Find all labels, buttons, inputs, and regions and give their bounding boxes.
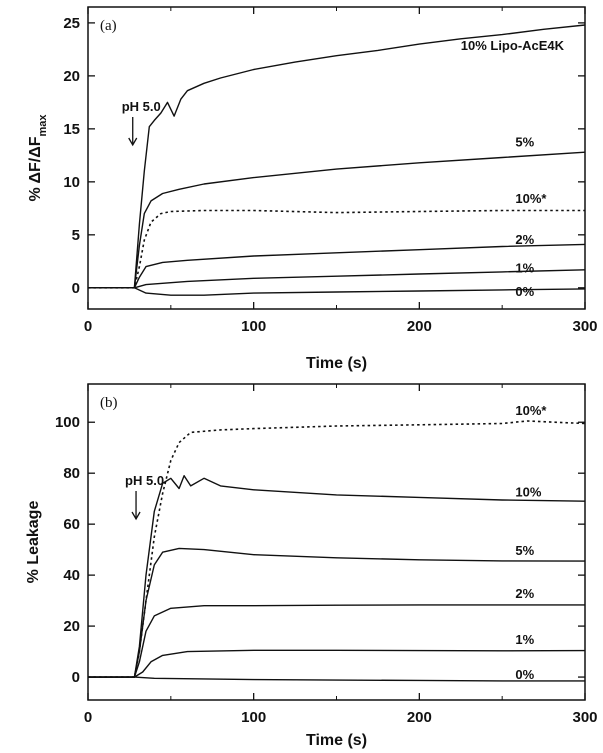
- x-axis-title: Time (s): [306, 732, 367, 749]
- y-tick-label: 0: [72, 669, 80, 686]
- x-tick-label: 0: [84, 318, 92, 335]
- y-axis-title-subscript: max: [37, 114, 49, 137]
- x-tick-label: 0: [84, 709, 92, 726]
- y-axis-title: % ΔF/ΔFmax: [27, 114, 49, 202]
- x-tick-label: 200: [407, 709, 432, 726]
- y-tick-label: 80: [63, 465, 80, 482]
- series-label-4: 1%: [515, 632, 534, 647]
- series-label-4: 1%: [515, 261, 534, 276]
- series-line-0: [88, 420, 586, 678]
- y-tick-label: 15: [63, 121, 80, 138]
- panel-label: (b): [100, 395, 118, 411]
- series-label-2: 5%: [515, 543, 534, 558]
- y-tick-label: 60: [63, 516, 80, 533]
- series-line-5: [88, 676, 585, 682]
- y-axis-title-main: ΔF/ΔF: [27, 136, 44, 183]
- y-axis-title: % Leakage: [25, 501, 42, 584]
- series-label-3: 2%: [515, 232, 534, 247]
- y-axis-title-prefix: %: [27, 183, 44, 201]
- series-line-1: [88, 475, 586, 678]
- x-axis-title: Time (s): [306, 355, 367, 372]
- annotation-label: pH 5.0: [125, 473, 164, 488]
- y-tick-label: 20: [63, 68, 80, 85]
- series-label-0: 10%*: [515, 403, 547, 418]
- series-line-3: [88, 604, 585, 678]
- y-tick-label: 5: [72, 227, 80, 244]
- y-tick-label: 0: [72, 280, 80, 297]
- panel-b: 0 100 200 300 0 20 40 60 80 100 Time (s) % Leakage (…: [25, 383, 598, 749]
- series-line-2: [88, 547, 586, 678]
- series-line-3: [88, 243, 586, 289]
- series-label-1: 5%: [515, 135, 534, 150]
- plot-frame: [87, 383, 586, 701]
- series-label-0: 10% Lipo-AcE4K: [461, 38, 565, 53]
- series-label-2: 10%*: [515, 191, 547, 206]
- annotation-arrow-head: [128, 137, 138, 147]
- x-tick-label: 100: [241, 318, 266, 335]
- annotation-label: pH 5.0: [122, 99, 161, 114]
- series-line-2: [88, 209, 585, 289]
- series-line-1: [88, 151, 586, 289]
- series-label-3: 2%: [515, 586, 534, 601]
- x-tick-label: 100: [241, 709, 266, 726]
- y-tick-label: 100: [55, 414, 80, 431]
- y-tick-label: 25: [63, 15, 80, 32]
- x-tick-label: 300: [572, 709, 597, 726]
- series-line-0: [88, 24, 586, 289]
- panel-label: (a): [100, 18, 117, 34]
- x-tick-label: 300: [572, 318, 597, 335]
- y-tick-label: 40: [63, 567, 80, 584]
- series-line-4: [88, 649, 586, 678]
- series-label-1: 10%: [515, 484, 541, 499]
- y-tick-label: 20: [63, 618, 80, 635]
- series-label-5: 0%: [515, 284, 534, 299]
- series-label-5: 0%: [515, 667, 534, 682]
- y-tick-label: 10: [63, 174, 80, 191]
- annotation-arrow-head: [131, 511, 141, 521]
- x-tick-label: 200: [407, 318, 432, 335]
- series-line-4: [88, 269, 586, 289]
- series-line-5: [88, 287, 586, 296]
